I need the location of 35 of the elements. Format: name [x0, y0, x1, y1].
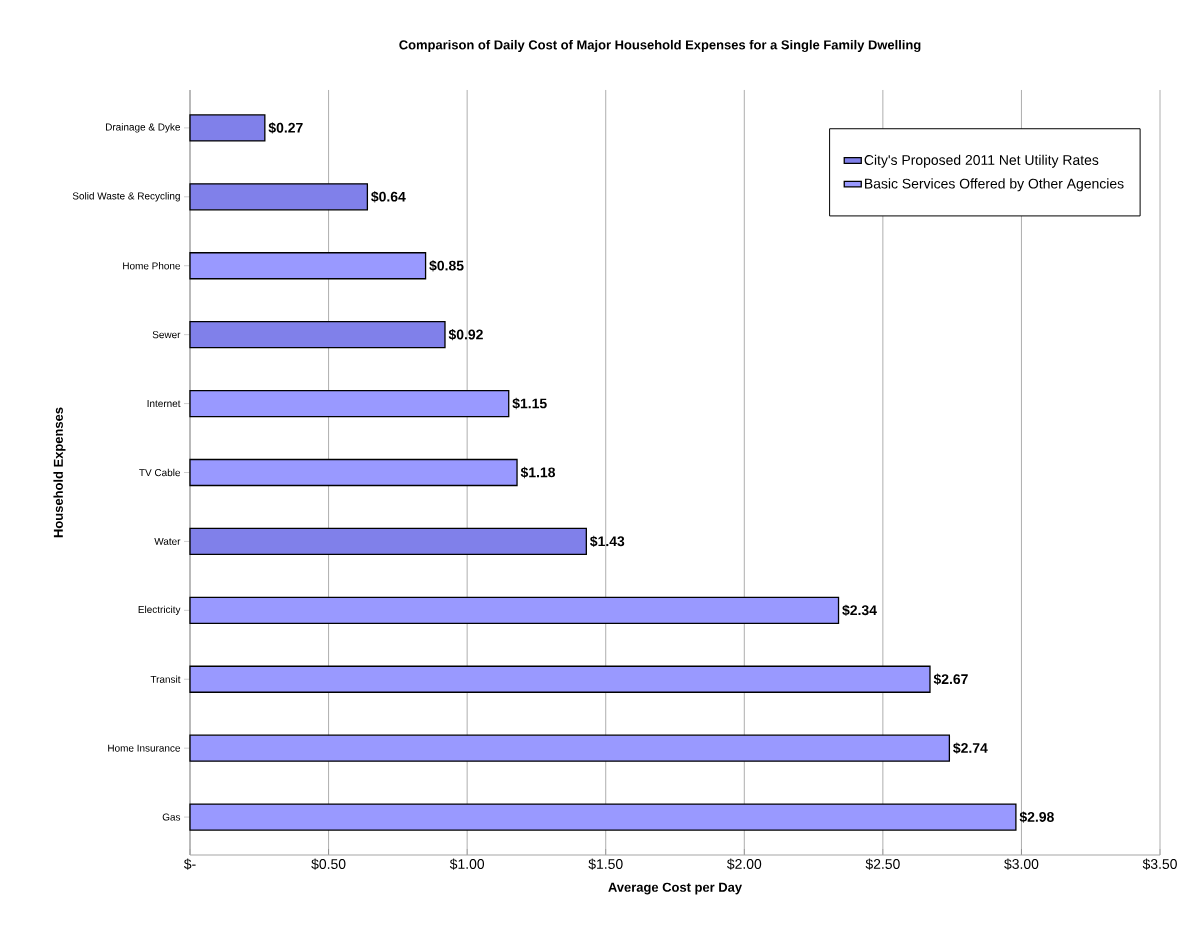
chart-title: Comparison of Daily Cost of Major Household Expenses for a Single Family Dwelling — [399, 39, 921, 53]
x-tick-label: $1.50 — [588, 858, 623, 870]
x-tick-label: $3.00 — [1004, 858, 1039, 870]
data-label: $1.43 — [590, 535, 625, 548]
data-label: $2.67 — [933, 673, 968, 685]
data-label: $0.85 — [429, 260, 464, 272]
x-axis-title: Average Cost per Day — [608, 882, 742, 895]
data-label: $2.74 — [953, 742, 988, 754]
y-tick-label: Drainage & Dyke — [105, 123, 181, 133]
data-label: $0.64 — [371, 191, 406, 203]
y-tick-label: Gas — [162, 813, 181, 821]
legend-label: City's Proposed 2011 Net Utility Rates — [864, 154, 1099, 168]
data-label: $1.18 — [520, 466, 556, 479]
y-tick-label: Solid Waste & Recycling — [72, 192, 180, 202]
legend-label: Basic Services Offered by Other Agencies — [865, 178, 1124, 192]
x-tick-label: $- — [183, 858, 196, 870]
y-tick-label: Internet — [147, 400, 181, 408]
data-label: $1.15 — [512, 397, 547, 410]
y-tick-label: Home Phone — [123, 262, 181, 270]
y-tick-label: Electricity — [138, 605, 181, 615]
y-tick-label: Home Insurance — [108, 744, 181, 752]
x-tick-label: $2.50 — [865, 858, 900, 870]
y-axis-title: Household Expenses — [53, 407, 66, 538]
y-tick-label: Transit — [150, 675, 181, 683]
y-tick-label: TV Cable — [139, 468, 181, 477]
x-tick-label: $2.00 — [727, 858, 762, 870]
data-label: $0.92 — [448, 328, 483, 341]
x-tick-label: $1.00 — [449, 858, 485, 870]
data-label: $2.34 — [842, 604, 877, 617]
data-label: $0.27 — [268, 122, 303, 134]
y-tick-label: Sewer — [152, 331, 181, 339]
x-tick-label: $3.50 — [1142, 858, 1177, 870]
data-label: $2.98 — [1019, 811, 1054, 823]
x-tick-label: $0.50 — [311, 858, 346, 870]
y-tick-label: Water — [154, 537, 181, 545]
